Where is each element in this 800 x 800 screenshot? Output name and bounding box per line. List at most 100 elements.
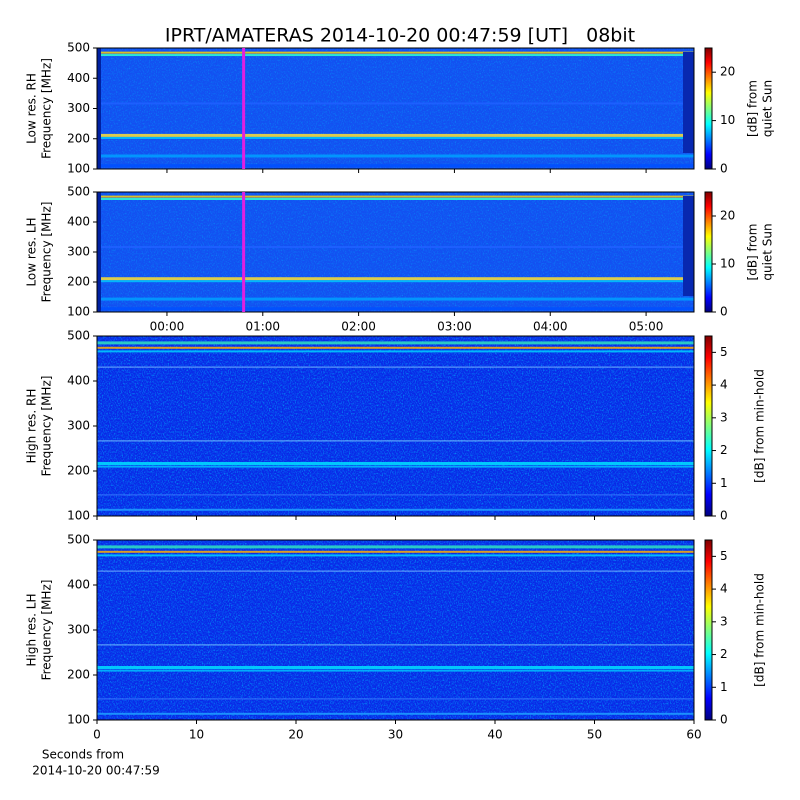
colorbar-tick-label: 20	[720, 65, 735, 79]
colorbar-label: [dB] from min-hold	[753, 573, 767, 687]
colorbar-tick-label: 4	[720, 582, 728, 596]
y-axis-label: Frequency [MHz]	[40, 376, 54, 477]
y-tick-label: 300	[67, 419, 90, 433]
colorbar-tick-label: 3	[720, 410, 728, 424]
chart-title: IPRT/AMATERAS 2014-10-20 00:47:59 [UT] 0…	[165, 25, 635, 47]
spectrogram-band	[97, 462, 694, 465]
y-axis-label: High res. LH	[25, 593, 39, 666]
y-tick-label: 100	[67, 713, 90, 727]
y-tick-label: 500	[67, 329, 90, 343]
x-tick-label: 03:00	[437, 320, 472, 334]
spectrogram-band	[97, 465, 694, 468]
spectrogram-band	[97, 550, 694, 553]
y-axis-label: Frequency [MHz]	[40, 580, 54, 681]
spectrogram-edge	[683, 52, 694, 153]
y-tick-label: 100	[67, 305, 90, 319]
spectrogram-noise	[97, 48, 694, 169]
colorbar-tick-label: 4	[720, 378, 728, 392]
spectrogram-band	[97, 712, 694, 715]
colorbar-label: [dB] from min-hold	[753, 369, 767, 483]
colorbar-tick-label: 1	[720, 680, 728, 694]
time-marker	[242, 192, 246, 312]
y-tick-label: 300	[67, 101, 90, 115]
y-axis-label: Frequency [MHz]	[40, 58, 54, 159]
spectrogram-band	[97, 51, 694, 54]
spectrogram-band	[97, 297, 694, 301]
x-axis-label: Seconds from	[42, 748, 124, 762]
y-axis-label: Low res. RH	[25, 73, 39, 144]
colorbar	[704, 47, 713, 170]
spectrogram-band	[97, 277, 694, 281]
spectrogram-noise	[97, 192, 694, 312]
colorbar-label: [dB] from	[746, 80, 760, 137]
colorbar-tick-label: 20	[720, 209, 735, 223]
y-tick-label: 400	[67, 374, 90, 388]
x-tick-label: 0	[93, 728, 101, 742]
x-tick-label: 00:00	[150, 320, 185, 334]
y-tick-label: 400	[67, 578, 90, 592]
colorbar-tick-label: 5	[720, 549, 728, 563]
spectrogram-noise	[97, 336, 694, 516]
spectrogram-band	[97, 666, 694, 669]
spectrogram-band	[97, 508, 694, 511]
spectrogram-band	[97, 346, 694, 349]
y-tick-label: 300	[67, 245, 90, 259]
spectrogram-band	[97, 54, 694, 57]
y-axis-label: Frequency [MHz]	[40, 202, 54, 303]
spectrogram-band	[97, 280, 694, 283]
colorbar	[704, 335, 713, 517]
spectrogram-band	[97, 195, 694, 198]
spectrogram-band	[97, 350, 694, 353]
spectrogram-band	[97, 554, 694, 557]
spectrogram-edge	[97, 48, 101, 169]
colorbar-tick-label: 10	[720, 257, 735, 271]
spectrogram-band	[97, 545, 694, 549]
spectrogram-band	[97, 440, 694, 442]
spectrogram-band	[97, 136, 694, 139]
colorbar-tick-label: 3	[720, 614, 728, 628]
spectrogram	[97, 192, 694, 312]
colorbar-tick-label: 0	[720, 162, 728, 176]
x-tick-label: 20	[288, 728, 303, 742]
spectrogram-band	[97, 102, 694, 105]
x-tick-label: 01:00	[245, 320, 280, 334]
y-tick-label: 500	[67, 533, 90, 547]
x-tick-label: 40	[487, 728, 502, 742]
spectrogram-band	[97, 133, 694, 137]
x-tick-label: 30	[388, 728, 403, 742]
y-tick-label: 200	[67, 464, 90, 478]
spectrogram	[97, 336, 694, 516]
colorbar-tick-label: 0	[720, 713, 728, 727]
y-tick-label: 300	[67, 623, 90, 637]
colorbar	[704, 191, 713, 313]
y-axis-label: Low res. LH	[25, 217, 39, 286]
spectrogram-band	[97, 246, 694, 248]
colorbar-tick-label: 1	[720, 476, 728, 490]
x-tick-label: 50	[587, 728, 602, 742]
spectrogram-band	[97, 644, 694, 646]
y-tick-label: 100	[67, 162, 90, 176]
spectrogram	[97, 48, 694, 169]
time-marker	[242, 48, 246, 169]
spectrogram-band	[97, 570, 694, 572]
y-tick-label: 200	[67, 668, 90, 682]
spectrogram-band	[97, 366, 694, 368]
colorbar-tick-label: 0	[720, 305, 728, 319]
y-tick-label: 400	[67, 71, 90, 85]
spectrogram-band	[97, 164, 694, 168]
colorbar-tick-label: 2	[720, 443, 728, 457]
spectrogram	[97, 540, 694, 720]
colorbar-label: [dB] from	[746, 224, 760, 281]
y-axis-label: High res. RH	[25, 389, 39, 464]
x-axis-label: 2014-10-20 00:47:59	[32, 764, 159, 778]
colorbar-label: quiet Sun	[761, 80, 775, 137]
colorbar-tick-label: 5	[720, 345, 728, 359]
spectrogram-band	[97, 669, 694, 672]
colorbar	[704, 539, 713, 721]
x-tick-label: 60	[686, 728, 701, 742]
spectrogram-band	[97, 494, 694, 496]
y-tick-label: 400	[67, 215, 90, 229]
colorbar-tick-label: 0	[720, 509, 728, 523]
spectrogram-band	[97, 154, 694, 158]
